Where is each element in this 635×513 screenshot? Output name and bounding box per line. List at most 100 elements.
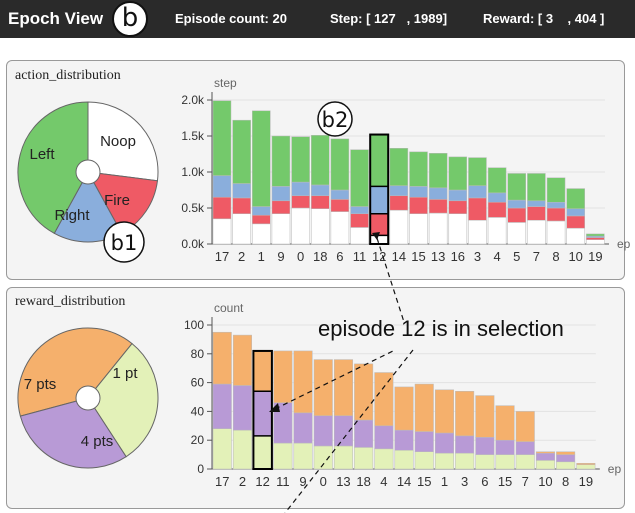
action-bar-segment[interactable]: [271, 213, 291, 245]
action-bar-segment[interactable]: [389, 147, 409, 186]
reward-bar-segment[interactable]: [313, 359, 333, 416]
action-bar-segment[interactable]: [330, 199, 350, 212]
reward-bar-segment[interactable]: [313, 415, 333, 447]
reward-bar-segment[interactable]: [434, 432, 454, 454]
reward-bar-segment[interactable]: [455, 452, 475, 470]
action-bar-segment[interactable]: [232, 213, 251, 245]
reward-bar-segment[interactable]: [556, 454, 576, 463]
action-bar-segment[interactable]: [330, 138, 350, 191]
reward-bar-segment[interactable]: [232, 429, 252, 470]
action-bar-segment[interactable]: [566, 208, 585, 217]
reward-bar-segment[interactable]: [434, 452, 454, 470]
action-bar-segment[interactable]: [507, 222, 526, 245]
action-bar-segment[interactable]: [507, 207, 526, 223]
action-bar-segment[interactable]: [566, 215, 585, 229]
action-bar-segment[interactable]: [330, 189, 350, 200]
reward-bar-segment[interactable]: [232, 334, 252, 386]
action-bar-segment[interactable]: [566, 188, 585, 209]
action-bar-segment[interactable]: [546, 177, 566, 203]
action-bar-segment[interactable]: [311, 184, 330, 197]
reward-bar-segment[interactable]: [394, 450, 414, 470]
action-bar-segment[interactable]: [330, 211, 350, 245]
reward-bar-segment[interactable]: [556, 451, 576, 455]
reward-bar-segment[interactable]: [535, 460, 555, 470]
action-bar-segment[interactable]: [252, 206, 271, 216]
action-bar-segment[interactable]: [252, 223, 271, 245]
reward-bar-segment[interactable]: [253, 390, 273, 437]
action-bar-segment[interactable]: [271, 200, 291, 215]
action-bar-segment[interactable]: [389, 195, 409, 211]
action-bar-segment[interactable]: [350, 149, 369, 207]
reward-bar-segment[interactable]: [313, 445, 333, 470]
reward-bar-segment[interactable]: [515, 411, 535, 442]
action-bar-segment[interactable]: [409, 196, 428, 215]
action-bar-segment[interactable]: [252, 214, 271, 225]
action-bar-segment[interactable]: [428, 199, 448, 214]
action-bar-segment[interactable]: [507, 199, 526, 209]
reward-bar-segment[interactable]: [374, 425, 394, 450]
reward-bar-segment[interactable]: [354, 363, 374, 421]
reward-bar-segment[interactable]: [333, 445, 353, 470]
action-bar-segment[interactable]: [311, 135, 330, 186]
reward-bar-segment[interactable]: [374, 448, 394, 470]
action-bar-segment[interactable]: [448, 200, 468, 215]
reward-bar-segment[interactable]: [212, 383, 232, 429]
action-bar-segment[interactable]: [448, 213, 468, 245]
reward-bar-segment[interactable]: [414, 431, 434, 452]
action-bar-segment[interactable]: [586, 237, 605, 240]
reward-bar-segment[interactable]: [434, 389, 454, 434]
action-bar-segment[interactable]: [586, 239, 605, 245]
reward-bar-segment[interactable]: [293, 412, 313, 444]
reward-bar-segment[interactable]: [535, 452, 555, 461]
reward-bar-segment[interactable]: [232, 385, 252, 431]
reward-bar-segment[interactable]: [253, 435, 273, 470]
action-bar-segment[interactable]: [212, 196, 232, 220]
action-bar-segment[interactable]: [350, 206, 369, 215]
action-bar-segment[interactable]: [409, 151, 428, 187]
reward-bar-segment[interactable]: [253, 350, 273, 392]
action-bar-segment[interactable]: [271, 135, 291, 187]
action-bar-segment[interactable]: [527, 200, 546, 207]
action-bar-segment[interactable]: [212, 175, 232, 198]
reward-bar-segment[interactable]: [475, 454, 495, 470]
reward-bar-segment[interactable]: [475, 437, 495, 455]
action-bar-segment[interactable]: [428, 212, 448, 245]
reward-bar-segment[interactable]: [515, 454, 535, 470]
reward-bar-segment[interactable]: [576, 462, 596, 465]
reward-bar-segment[interactable]: [455, 390, 475, 437]
reward-bar-segment[interactable]: [535, 451, 555, 454]
action-bar-segment[interactable]: [546, 201, 566, 209]
action-bar-segment[interactable]: [448, 189, 468, 202]
action-bar-segment[interactable]: [546, 220, 566, 245]
action-bar-segment[interactable]: [212, 218, 232, 245]
reward-bar-segment[interactable]: [556, 461, 576, 470]
action-bar-segment[interactable]: [487, 192, 507, 203]
action-bar-segment[interactable]: [271, 186, 291, 202]
action-bar-segment[interactable]: [409, 213, 428, 245]
action-bar-segment[interactable]: [468, 185, 487, 199]
reward-bar-segment[interactable]: [495, 439, 515, 455]
action-bar-segment[interactable]: [232, 119, 251, 184]
reward-bar-segment[interactable]: [333, 359, 353, 416]
reward-bar-segment[interactable]: [293, 442, 313, 470]
reward-bar-segment[interactable]: [455, 435, 475, 454]
reward-bar-segment[interactable]: [212, 331, 232, 385]
action-bar-segment[interactable]: [311, 208, 330, 245]
action-bar-segment[interactable]: [409, 186, 428, 198]
action-bar-segment[interactable]: [527, 173, 546, 202]
reward-bar-segment[interactable]: [515, 441, 535, 455]
action-bar-segment[interactable]: [527, 219, 546, 245]
action-bar-segment[interactable]: [291, 207, 310, 245]
action-bar-segment[interactable]: [428, 153, 448, 189]
action-bar-segment[interactable]: [232, 197, 251, 215]
reward-bar-segment[interactable]: [475, 395, 495, 438]
reward-bar-segment[interactable]: [394, 386, 414, 431]
action-bar-segment[interactable]: [389, 209, 409, 245]
reward-bar-segment[interactable]: [414, 451, 434, 470]
action-bar-segment[interactable]: [487, 217, 507, 245]
reward-bar-segment[interactable]: [212, 428, 232, 470]
action-bar-segment[interactable]: [389, 185, 409, 197]
action-bar-segment[interactable]: [369, 186, 389, 215]
action-bar-segment[interactable]: [291, 181, 310, 197]
action-bar-segment[interactable]: [311, 195, 330, 209]
